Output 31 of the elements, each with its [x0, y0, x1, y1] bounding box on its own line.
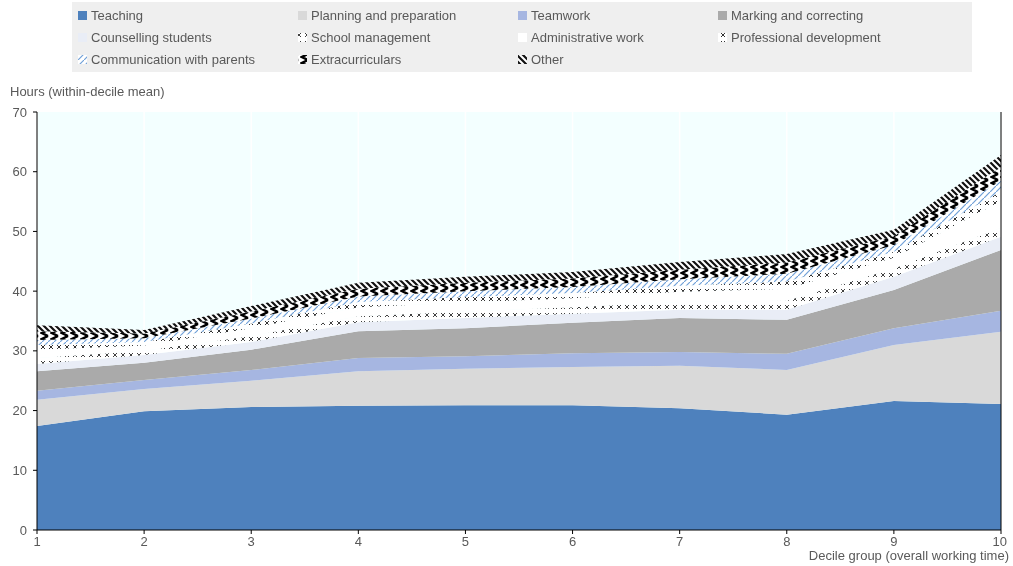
legend-label: Extracurriculars [311, 52, 402, 67]
legend-label: Teamwork [531, 8, 591, 23]
x-tick-label: 8 [783, 534, 791, 549]
y-tick-label: 50 [12, 223, 27, 239]
legend-label: Counselling students [91, 30, 213, 45]
x-tick-label: 6 [568, 534, 577, 549]
legend-label: School management [311, 30, 431, 45]
y-tick-label: 10 [12, 462, 27, 478]
legend-label: Communication with parents [91, 52, 256, 67]
x-tick-label: 10 [992, 534, 1007, 549]
legend-label: Teaching [91, 8, 144, 23]
x-axis-title: Decile group (overall working time) [808, 548, 1009, 563]
legend-label: Professional development [731, 30, 881, 45]
legend-label: Marking and correcting [731, 8, 864, 23]
x-tick-label: 7 [676, 534, 684, 549]
y-tick-label: 70 [12, 104, 27, 120]
x-tick-label: 3 [247, 534, 255, 549]
x-tick-label: 4 [354, 534, 362, 549]
y-tick-label: 30 [12, 343, 27, 359]
x-tick-label: 2 [140, 534, 148, 549]
y-tick-label: 0 [19, 522, 27, 538]
x-tick-label: 9 [890, 534, 898, 549]
y-tick-label: 40 [12, 283, 27, 299]
y-axis-title: Hours (within-decile mean) [10, 84, 165, 99]
legend-label: Administrative work [531, 30, 645, 45]
y-tick-label: 60 [12, 164, 27, 180]
y-tick-label: 20 [12, 403, 27, 419]
legend-label: Planning and preparation [311, 8, 457, 23]
x-tick-label: 5 [461, 534, 470, 549]
legend-label: Other [531, 52, 565, 67]
x-tick-label: 1 [33, 534, 41, 549]
